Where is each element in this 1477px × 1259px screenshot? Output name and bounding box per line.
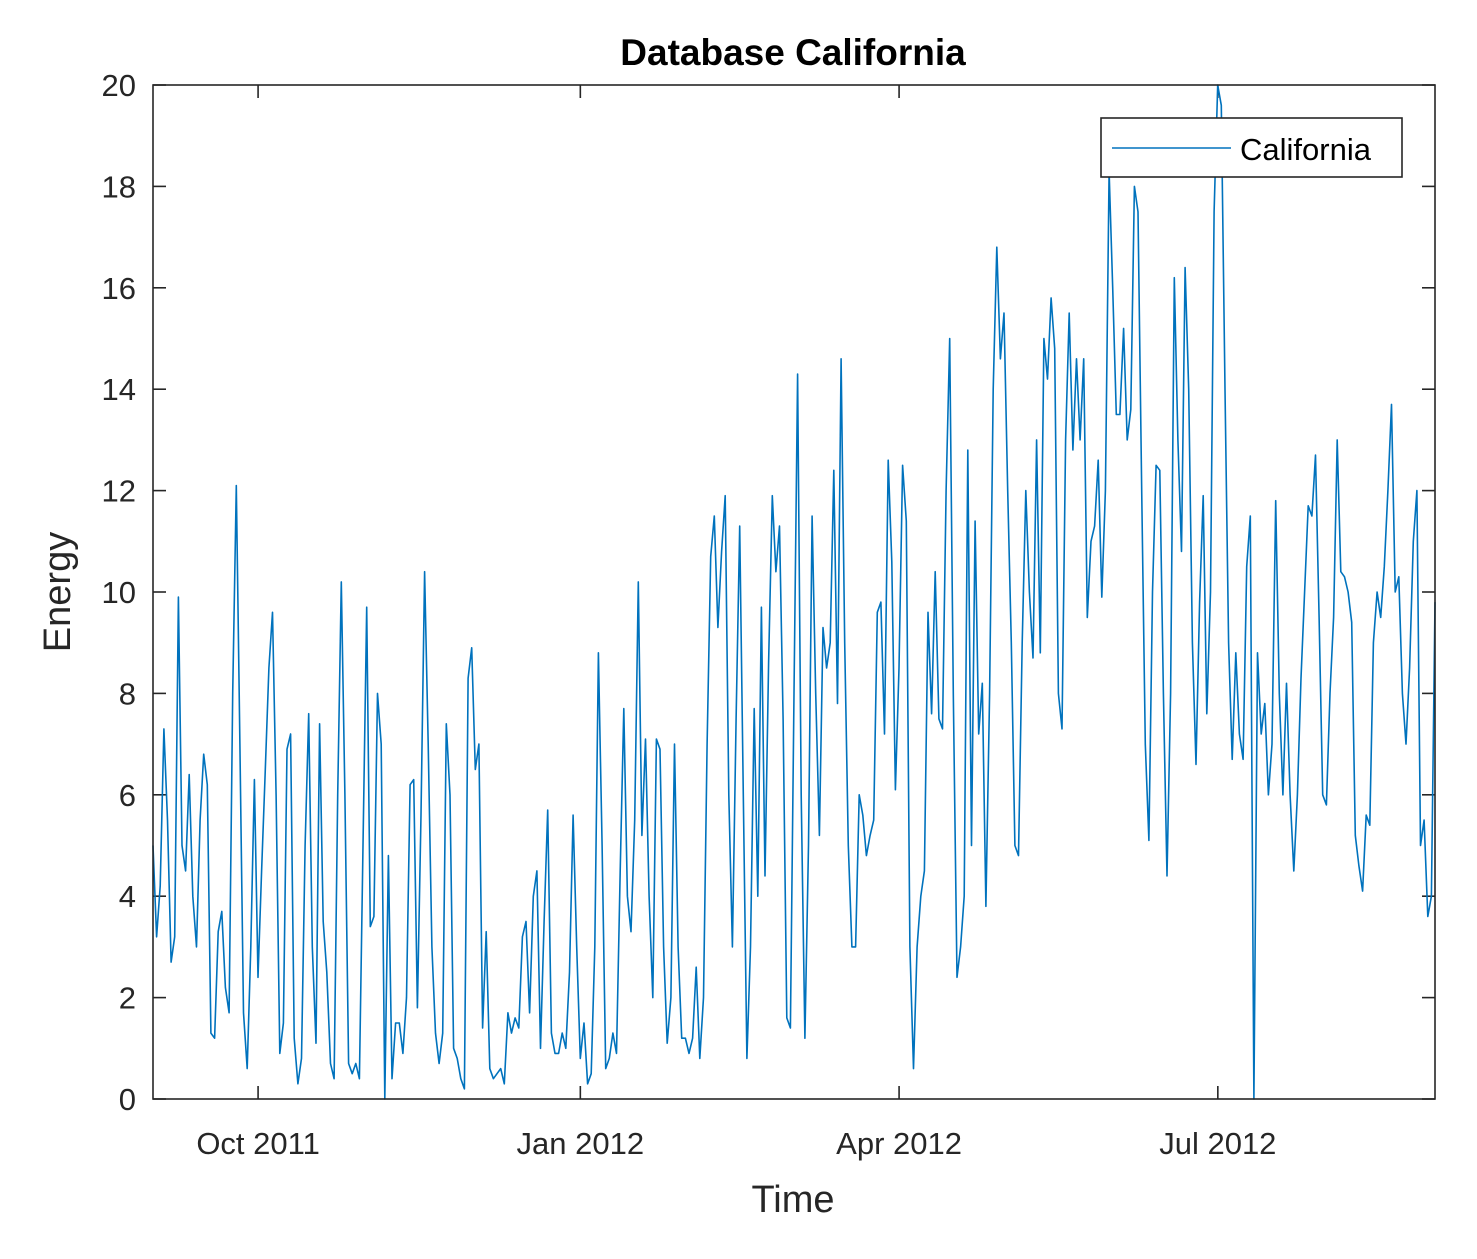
x-tick-label: Apr 2012	[836, 1126, 962, 1161]
y-tick-label: 0	[119, 1082, 136, 1117]
y-tick-label: 16	[102, 271, 136, 306]
plot-area	[152, 84, 1436, 1100]
y-axis-label: Energy	[37, 532, 79, 652]
y-tick-label: 20	[102, 68, 136, 103]
y-tick-label: 14	[102, 372, 136, 407]
y-tick-label: 2	[119, 981, 136, 1016]
chart-title: Database California	[620, 32, 966, 73]
y-tick-label: 8	[119, 676, 136, 711]
series-line-california	[152, 84, 1436, 1100]
legend: California	[1100, 117, 1403, 178]
x-axis-label: Time	[751, 1179, 834, 1221]
y-tick-label: 4	[119, 879, 136, 914]
x-tick-label: Jan 2012	[517, 1126, 645, 1161]
y-tick-label: 18	[102, 169, 136, 204]
legend-label-california: California	[1240, 132, 1372, 167]
x-tick-label: Jul 2012	[1159, 1126, 1276, 1161]
y-tick-label: 12	[102, 474, 136, 509]
y-tick-label: 10	[102, 575, 136, 610]
y-tick-label: 6	[119, 778, 136, 813]
axis-ticks: 0 2 4 6 8 10 12 14 16 18 20 Oct 2011 Jan 2012 Apr 201…	[102, 68, 1435, 1161]
axes-box	[152, 84, 1436, 1100]
x-tick-label: Oct 2011	[196, 1126, 320, 1161]
